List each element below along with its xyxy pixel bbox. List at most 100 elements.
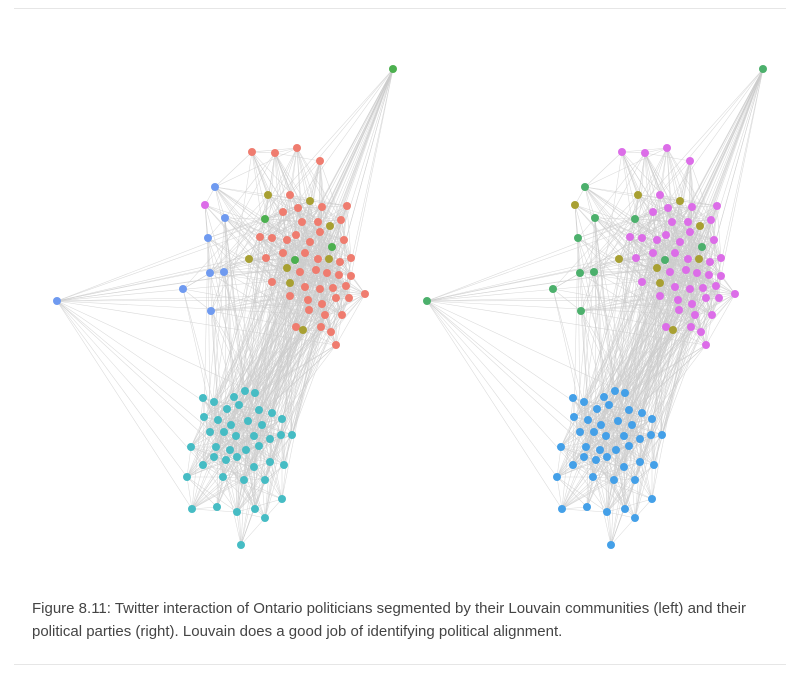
network-edge	[226, 286, 306, 410]
network-edge	[209, 218, 266, 274]
network-edge	[617, 412, 643, 422]
network-node	[280, 461, 288, 469]
network-node	[669, 326, 677, 334]
network-edge	[635, 152, 646, 259]
network-node	[687, 323, 695, 331]
network-edge	[577, 217, 596, 239]
network-edge	[203, 329, 304, 418]
network-edge	[56, 206, 323, 302]
network-edge	[236, 456, 271, 463]
network-edge	[580, 310, 605, 398]
network-edge	[238, 267, 288, 406]
network-node	[621, 505, 629, 513]
network-edge	[245, 412, 273, 451]
network-edge	[677, 299, 713, 316]
network-edge	[191, 479, 245, 510]
network-edge	[186, 446, 192, 478]
network-edge	[624, 392, 636, 519]
network-edge	[203, 416, 263, 426]
network-edge	[698, 225, 701, 260]
network-node	[271, 149, 279, 157]
network-node	[603, 508, 611, 516]
network-node	[211, 183, 219, 191]
network-node	[717, 272, 725, 280]
network-edge	[628, 303, 693, 411]
network-edge	[628, 344, 707, 447]
network-edge	[613, 438, 641, 481]
network-edge	[335, 293, 366, 346]
network-edge	[618, 258, 661, 297]
network-edge	[264, 326, 322, 519]
network-node	[708, 311, 716, 319]
network-edge	[587, 419, 619, 422]
network-node	[199, 394, 207, 402]
network-edge	[715, 257, 722, 287]
network-edge	[248, 258, 291, 297]
network-edge	[56, 239, 345, 302]
network-edge	[624, 392, 643, 414]
network-node	[702, 341, 710, 349]
network-node	[278, 495, 286, 503]
network-node	[686, 157, 694, 165]
network-node	[602, 432, 610, 440]
network-node	[663, 144, 671, 152]
network-edge	[614, 211, 654, 392]
network-edge	[687, 219, 712, 260]
network-edge	[552, 288, 589, 421]
network-edge	[651, 418, 655, 466]
network-node	[326, 222, 334, 230]
network-edge	[216, 476, 224, 508]
network-node	[698, 243, 706, 251]
network-node	[666, 268, 674, 276]
network-edge	[191, 466, 255, 510]
network-edge	[265, 152, 276, 259]
network-node	[675, 306, 683, 314]
network-edge	[259, 194, 291, 238]
network-node	[221, 214, 229, 222]
network-node	[605, 401, 613, 409]
network-edge	[271, 281, 297, 328]
network-edge	[230, 424, 255, 468]
network-edge	[209, 152, 276, 274]
network-node	[389, 65, 397, 73]
network-edge	[560, 401, 585, 448]
network-edge	[426, 300, 696, 316]
network-node	[626, 233, 634, 241]
network-edge	[191, 508, 238, 513]
network-node	[662, 231, 670, 239]
network-edge	[299, 271, 334, 289]
network-edge	[317, 219, 342, 260]
network-edge	[618, 211, 654, 260]
network-edge	[182, 288, 219, 421]
network-edge	[634, 461, 641, 519]
network-edge	[346, 205, 352, 259]
network-node	[251, 505, 259, 513]
network-edge	[289, 274, 340, 284]
network-edge	[240, 479, 266, 546]
network-node	[612, 446, 620, 454]
network-edge	[182, 288, 212, 312]
network-edge	[258, 344, 337, 447]
network-edge	[225, 459, 245, 481]
network-edge	[258, 281, 273, 447]
network-edge	[628, 445, 653, 500]
network-edge	[56, 267, 288, 302]
network-node	[332, 294, 340, 302]
network-edge	[606, 434, 652, 513]
network-edge	[606, 461, 641, 513]
network-edge	[610, 517, 636, 546]
network-edge	[685, 269, 722, 277]
network-node	[268, 409, 276, 417]
network-edge	[56, 300, 188, 478]
network-edge	[319, 160, 342, 221]
network-edge	[426, 207, 669, 302]
network-node	[335, 271, 343, 279]
network-edge	[610, 479, 636, 546]
network-node	[283, 264, 291, 272]
network-node	[668, 218, 676, 226]
network-edge	[615, 449, 626, 510]
network-node	[600, 393, 608, 401]
network-edge	[190, 446, 227, 461]
network-edge	[56, 241, 311, 302]
bottom-divider	[14, 664, 786, 665]
